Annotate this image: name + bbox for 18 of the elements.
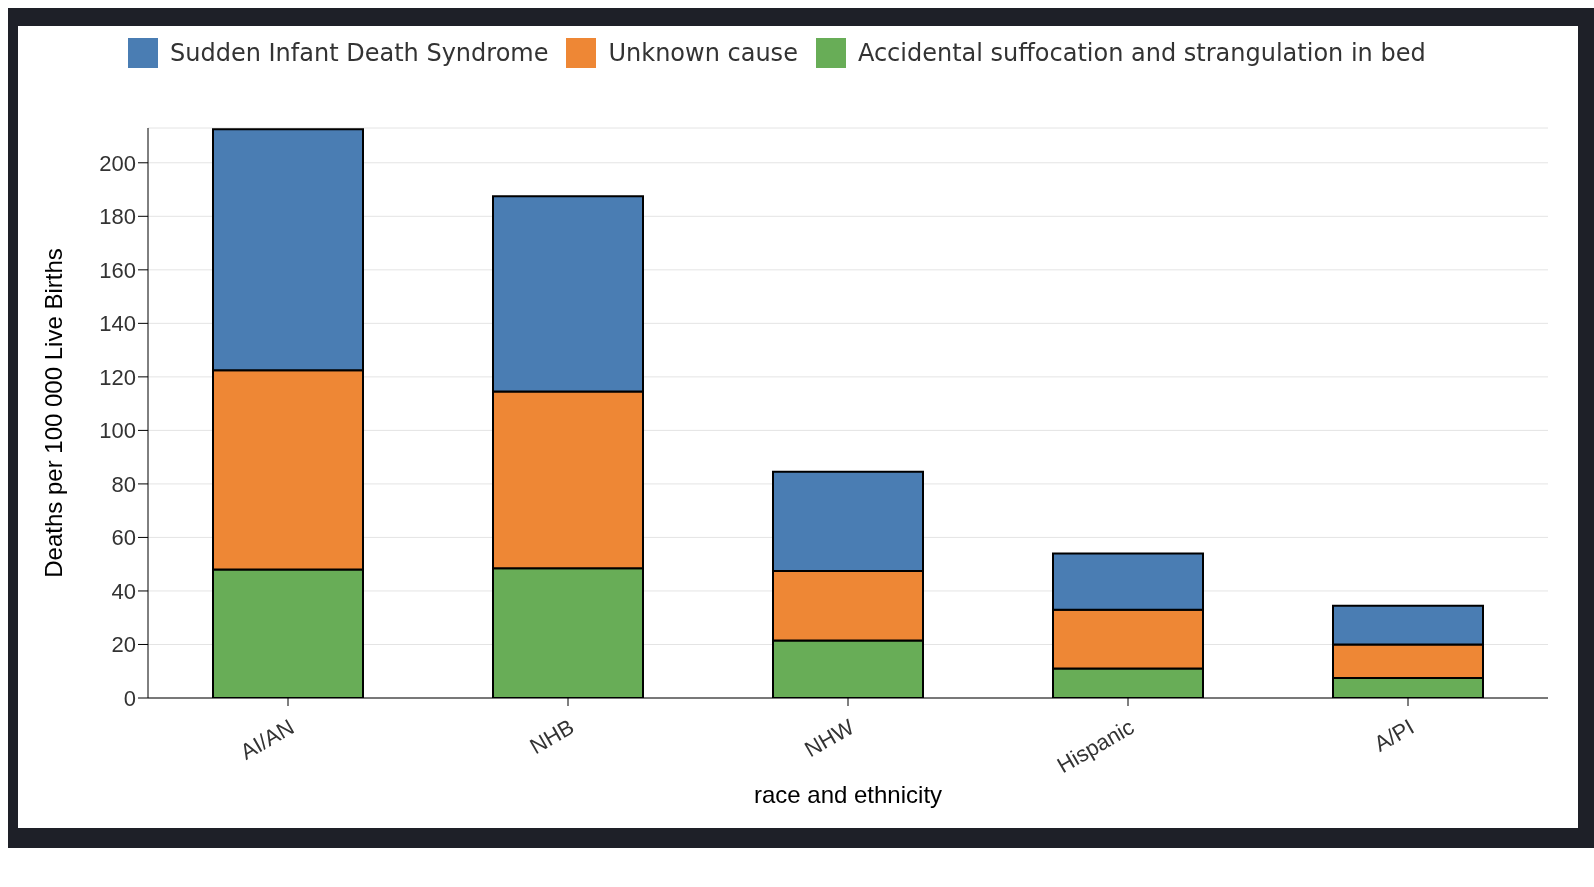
y-axis-title: Deaths per 100 000 Live Births	[39, 248, 67, 578]
y-tick-label: 40	[111, 578, 136, 604]
y-tick-label: 20	[111, 632, 136, 658]
x-tick-label: NHB	[525, 714, 579, 760]
y-tick-label: 140	[99, 311, 136, 337]
y-tick-label: 0	[123, 685, 136, 711]
y-tick-label: 60	[111, 525, 136, 551]
y-tick-label: 200	[99, 150, 136, 176]
y-tick-label: 160	[99, 257, 136, 283]
y-tick-label: 120	[99, 364, 136, 390]
y-tick-label: 80	[111, 471, 136, 497]
legend-label: Unknown cause	[608, 39, 798, 67]
legend-label: Accidental suffocation and strangulation in bed	[857, 39, 1426, 67]
legend-label: Sudden Infant Death Syndrome	[170, 39, 549, 67]
x-tick-label: A/PI	[1369, 714, 1419, 757]
y-tick-label: 100	[99, 418, 136, 444]
y-tick-label: 180	[99, 204, 136, 230]
x-axis-title: race and ethnicity	[753, 781, 943, 808]
